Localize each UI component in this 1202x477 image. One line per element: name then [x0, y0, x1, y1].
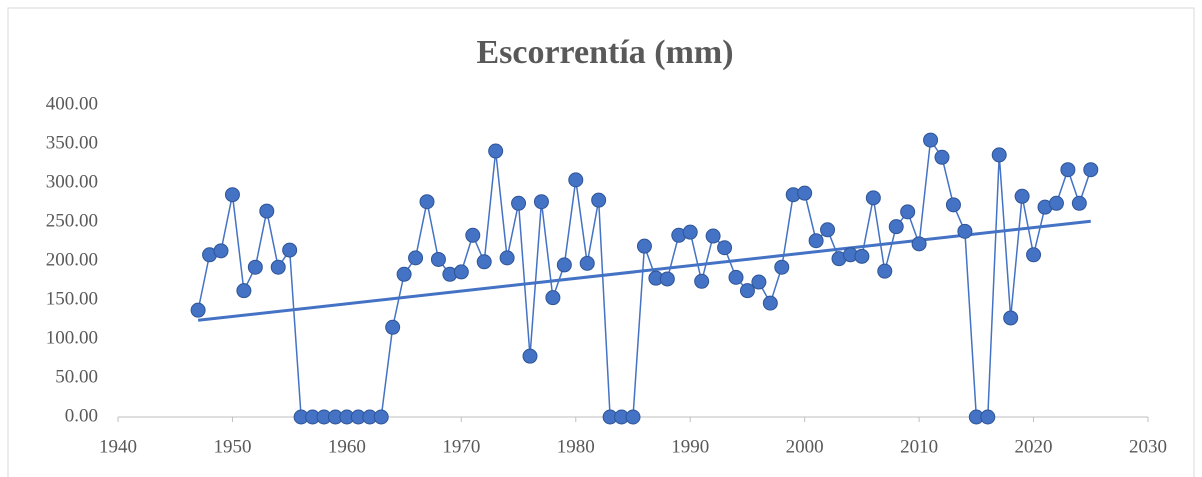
data-point: [430, 251, 446, 267]
y-tick-label: 300.00: [46, 171, 98, 192]
data-point: [911, 236, 927, 252]
y-tick-label: 400.00: [46, 93, 98, 114]
x-tick-label: 1990: [671, 436, 709, 457]
data-point: [213, 243, 229, 259]
x-tick-label: 2030: [1129, 436, 1167, 457]
data-point: [556, 257, 572, 273]
x-tick-label: 1970: [442, 436, 480, 457]
x-tick-label: 1960: [328, 436, 366, 457]
trendline: [197, 219, 1091, 322]
data-point: [190, 302, 206, 318]
x-tick-label: 1940: [99, 436, 137, 457]
data-point: [820, 222, 836, 238]
data-point: [224, 187, 240, 203]
data-point: [1071, 195, 1087, 211]
data-point: [408, 250, 424, 266]
data-point: [900, 204, 916, 220]
data-point: [465, 227, 481, 243]
y-tick-label: 0.00: [65, 405, 98, 426]
data-point: [247, 259, 263, 275]
y-tick-label: 150.00: [46, 288, 98, 309]
data-point: [1048, 195, 1064, 211]
data-point: [282, 242, 298, 258]
data-point: [591, 192, 607, 208]
data-point: [533, 194, 549, 210]
data-point: [270, 259, 286, 275]
data-point: [797, 185, 813, 201]
data-point: [945, 197, 961, 213]
data-point: [396, 266, 412, 282]
x-tick-label: 1950: [213, 436, 251, 457]
data-point: [476, 254, 492, 270]
data-point: [1083, 162, 1099, 178]
data-point: [762, 295, 778, 311]
x-tick-label: 1980: [557, 436, 595, 457]
y-tick-label: 250.00: [46, 210, 98, 231]
data-point: [499, 250, 515, 266]
data-point: [980, 409, 996, 425]
data-point: [854, 248, 870, 264]
data-point: [728, 269, 744, 285]
data-point: [522, 348, 538, 364]
y-tick-label: 100.00: [46, 327, 98, 348]
data-point: [739, 283, 755, 299]
x-tick-label: 2000: [786, 436, 824, 457]
data-point: [236, 283, 252, 299]
data-point: [774, 259, 790, 275]
data-point: [682, 224, 698, 240]
y-tick-label: 350.00: [46, 132, 98, 153]
chart-title: Escorrentía (mm): [476, 34, 733, 71]
x-tick-label: 2010: [900, 436, 938, 457]
data-point: [1026, 247, 1042, 263]
data-point: [808, 233, 824, 249]
data-point: [385, 319, 401, 335]
data-point: [568, 172, 584, 188]
data-point: [991, 147, 1007, 163]
data-point: [888, 219, 904, 235]
data-point: [957, 223, 973, 239]
data-point: [865, 190, 881, 206]
data-line: [197, 137, 1092, 418]
data-point: [511, 195, 527, 211]
data-point: [1003, 310, 1019, 326]
data-point: [1014, 188, 1030, 204]
data-point: [694, 273, 710, 289]
data-point: [259, 203, 275, 219]
data-point: [636, 238, 652, 254]
data-point: [751, 274, 767, 290]
data-point: [625, 409, 641, 425]
y-tick-label: 50.00: [55, 366, 98, 387]
data-point: [877, 263, 893, 279]
data-point: [488, 143, 504, 159]
data-point: [934, 149, 950, 165]
y-tick-label: 200.00: [46, 249, 98, 270]
data-point: [659, 271, 675, 287]
data-point: [453, 264, 469, 280]
data-point: [705, 228, 721, 244]
data-point: [419, 194, 435, 210]
data-point: [717, 240, 733, 256]
data-point: [373, 409, 389, 425]
data-point: [1060, 162, 1076, 178]
x-tick-label: 2020: [1015, 436, 1053, 457]
chart-border: [7, 7, 1195, 477]
data-point: [545, 290, 561, 306]
data-point: [579, 255, 595, 271]
data-point: [923, 132, 939, 148]
